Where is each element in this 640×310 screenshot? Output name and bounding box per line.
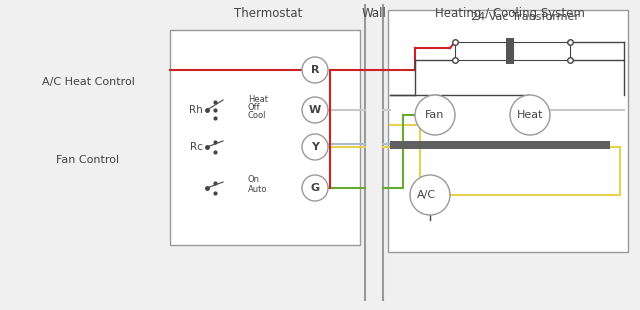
Text: On: On bbox=[248, 175, 260, 184]
Text: Rc: Rc bbox=[190, 142, 203, 152]
Circle shape bbox=[302, 57, 328, 83]
Text: Heating / Cooling System: Heating / Cooling System bbox=[435, 7, 585, 20]
Circle shape bbox=[510, 95, 550, 135]
Bar bbox=[455, 42, 507, 60]
Text: Wall: Wall bbox=[362, 7, 387, 20]
Bar bbox=[506, 38, 514, 64]
Bar bbox=[390, 141, 610, 149]
Text: Fan Control: Fan Control bbox=[56, 155, 120, 165]
Text: Rh: Rh bbox=[189, 105, 203, 115]
Circle shape bbox=[302, 175, 328, 201]
Circle shape bbox=[302, 134, 328, 160]
Text: Fan: Fan bbox=[426, 110, 445, 120]
Text: Cool: Cool bbox=[248, 112, 266, 121]
Circle shape bbox=[415, 95, 455, 135]
Text: Y: Y bbox=[311, 142, 319, 152]
Text: W: W bbox=[309, 105, 321, 115]
Bar bbox=[513, 42, 570, 60]
Text: G: G bbox=[310, 183, 319, 193]
Text: Thermostat: Thermostat bbox=[234, 7, 302, 20]
Text: 24 Vac Transformer: 24 Vac Transformer bbox=[471, 12, 579, 22]
Text: Heat: Heat bbox=[516, 110, 543, 120]
Text: Auto: Auto bbox=[248, 185, 268, 194]
Text: A/C: A/C bbox=[417, 190, 436, 200]
Circle shape bbox=[302, 97, 328, 123]
Text: Off: Off bbox=[248, 104, 260, 113]
Circle shape bbox=[410, 175, 450, 215]
Bar bbox=[170, 30, 360, 245]
Text: R: R bbox=[311, 65, 319, 75]
Text: Heat: Heat bbox=[248, 95, 268, 104]
Bar bbox=[388, 10, 628, 252]
Text: A/C Heat Control: A/C Heat Control bbox=[42, 77, 134, 87]
